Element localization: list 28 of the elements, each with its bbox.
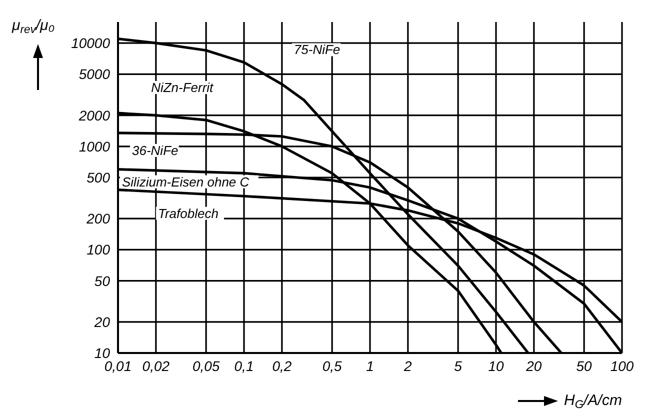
x-tick-label: 0,05 [192, 358, 220, 374]
y-tick-label: 10000 [71, 35, 110, 52]
series-label: 36-NiFe [132, 142, 178, 158]
x-tick-label: 0,5 [322, 358, 342, 374]
x-tick-label: 5 [454, 358, 462, 374]
x-tick-label: 2 [403, 358, 412, 374]
series-label: Trafoblech [158, 206, 218, 221]
x-axis-title: H$_{G}$/A/cm [564, 392, 622, 412]
x-tick-label: 0,1 [234, 358, 254, 374]
x-tick-label: 0,2 [272, 358, 292, 374]
y-tick-label: 20 [93, 314, 110, 330]
x-tick-label: 1 [366, 358, 374, 374]
y-tick-label: 50 [94, 272, 110, 289]
y-tick-label: 5000 [78, 66, 110, 82]
x-tick-label: 100 [610, 358, 634, 374]
y-tick-label: 200 [86, 210, 110, 227]
y-axis-title: μ$_{rev}$/μ₀ [11, 17, 55, 36]
y-tick-label: 500 [86, 169, 110, 186]
text: 75-NiFe [294, 42, 340, 58]
y-tick-label: 2000 [78, 107, 110, 124]
x-tick-label: 0,02 [142, 358, 170, 374]
series-label: Silizium-Eisen ohne C [122, 174, 250, 190]
x-tick-label: 50 [576, 358, 592, 374]
y-tick-label: 1000 [78, 138, 110, 154]
x-tick-label: 20 [525, 358, 542, 374]
x-tick-label: 10 [488, 358, 504, 374]
series-label: NiZn-Ferrit [151, 80, 215, 96]
y-tick-label: 100 [86, 242, 110, 258]
